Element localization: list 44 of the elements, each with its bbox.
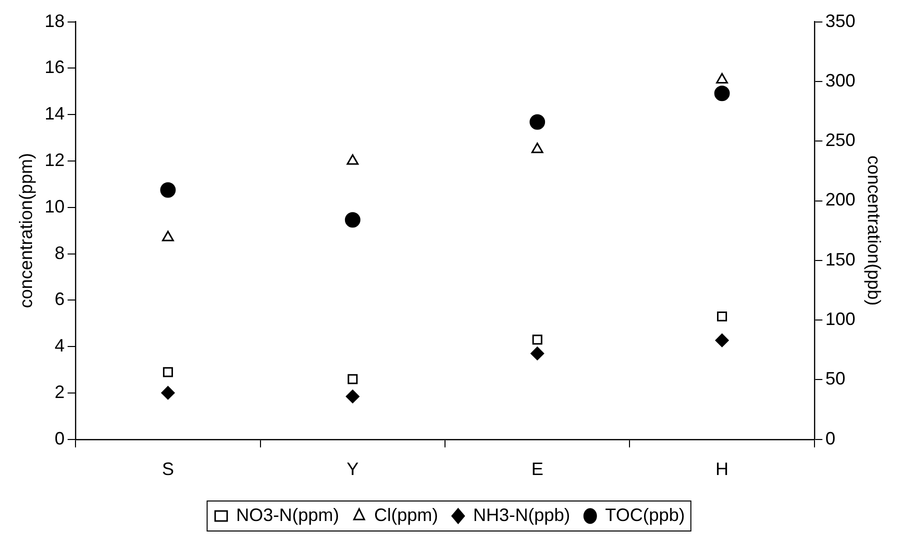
y2-tick-label: 150: [825, 249, 856, 270]
point: [714, 86, 730, 102]
point: [162, 367, 173, 378]
legend-label: NO3-N(ppm): [236, 504, 340, 525]
legend-label: Cl(ppm): [374, 504, 438, 525]
y2-tick-label: 100: [825, 309, 856, 330]
y2-tick-label: 350: [825, 10, 856, 31]
legend-label: TOC(ppb): [605, 504, 685, 525]
y2-tick-label: 50: [825, 368, 846, 389]
point: [160, 182, 176, 198]
y2-tick-label: 300: [825, 70, 856, 90]
point: [162, 230, 174, 242]
y-tick-label: 14: [44, 104, 65, 124]
point: [715, 334, 729, 348]
y-tick-label: 8: [54, 242, 65, 263]
y-tick-label: 12: [44, 150, 65, 170]
y-tick-label: 16: [44, 57, 65, 78]
point: [717, 311, 728, 322]
y2-axis-title: concentration(ppb): [864, 156, 884, 306]
x-tick-label: Y: [346, 459, 359, 480]
y-tick-label: 2: [54, 382, 65, 402]
y-tick-label: 18: [44, 10, 65, 31]
point: [346, 390, 360, 404]
y-axis-title: concentration(ppm): [16, 153, 36, 308]
y-tick-label: 4: [54, 336, 65, 356]
point: [161, 386, 175, 400]
y-tick-label: 6: [54, 289, 65, 310]
point: [716, 73, 728, 84]
y2-tick-label: 250: [825, 130, 856, 150]
x-tick-label: H: [716, 459, 729, 480]
y2-tick-label: 0: [825, 428, 836, 448]
point: [530, 346, 544, 360]
point: [531, 142, 544, 154]
point: [532, 334, 542, 345]
y-tick-label: 10: [44, 196, 65, 216]
x-tick-label: S: [162, 459, 174, 480]
point: [344, 212, 360, 228]
y-tick-label: 0: [54, 428, 65, 448]
point: [346, 154, 359, 165]
y2-tick-label: 200: [825, 190, 856, 210]
legend-label: NH3-N(ppb): [473, 504, 570, 525]
point: [348, 374, 358, 384]
x-tick-label: E: [531, 459, 544, 480]
point: [530, 114, 546, 130]
